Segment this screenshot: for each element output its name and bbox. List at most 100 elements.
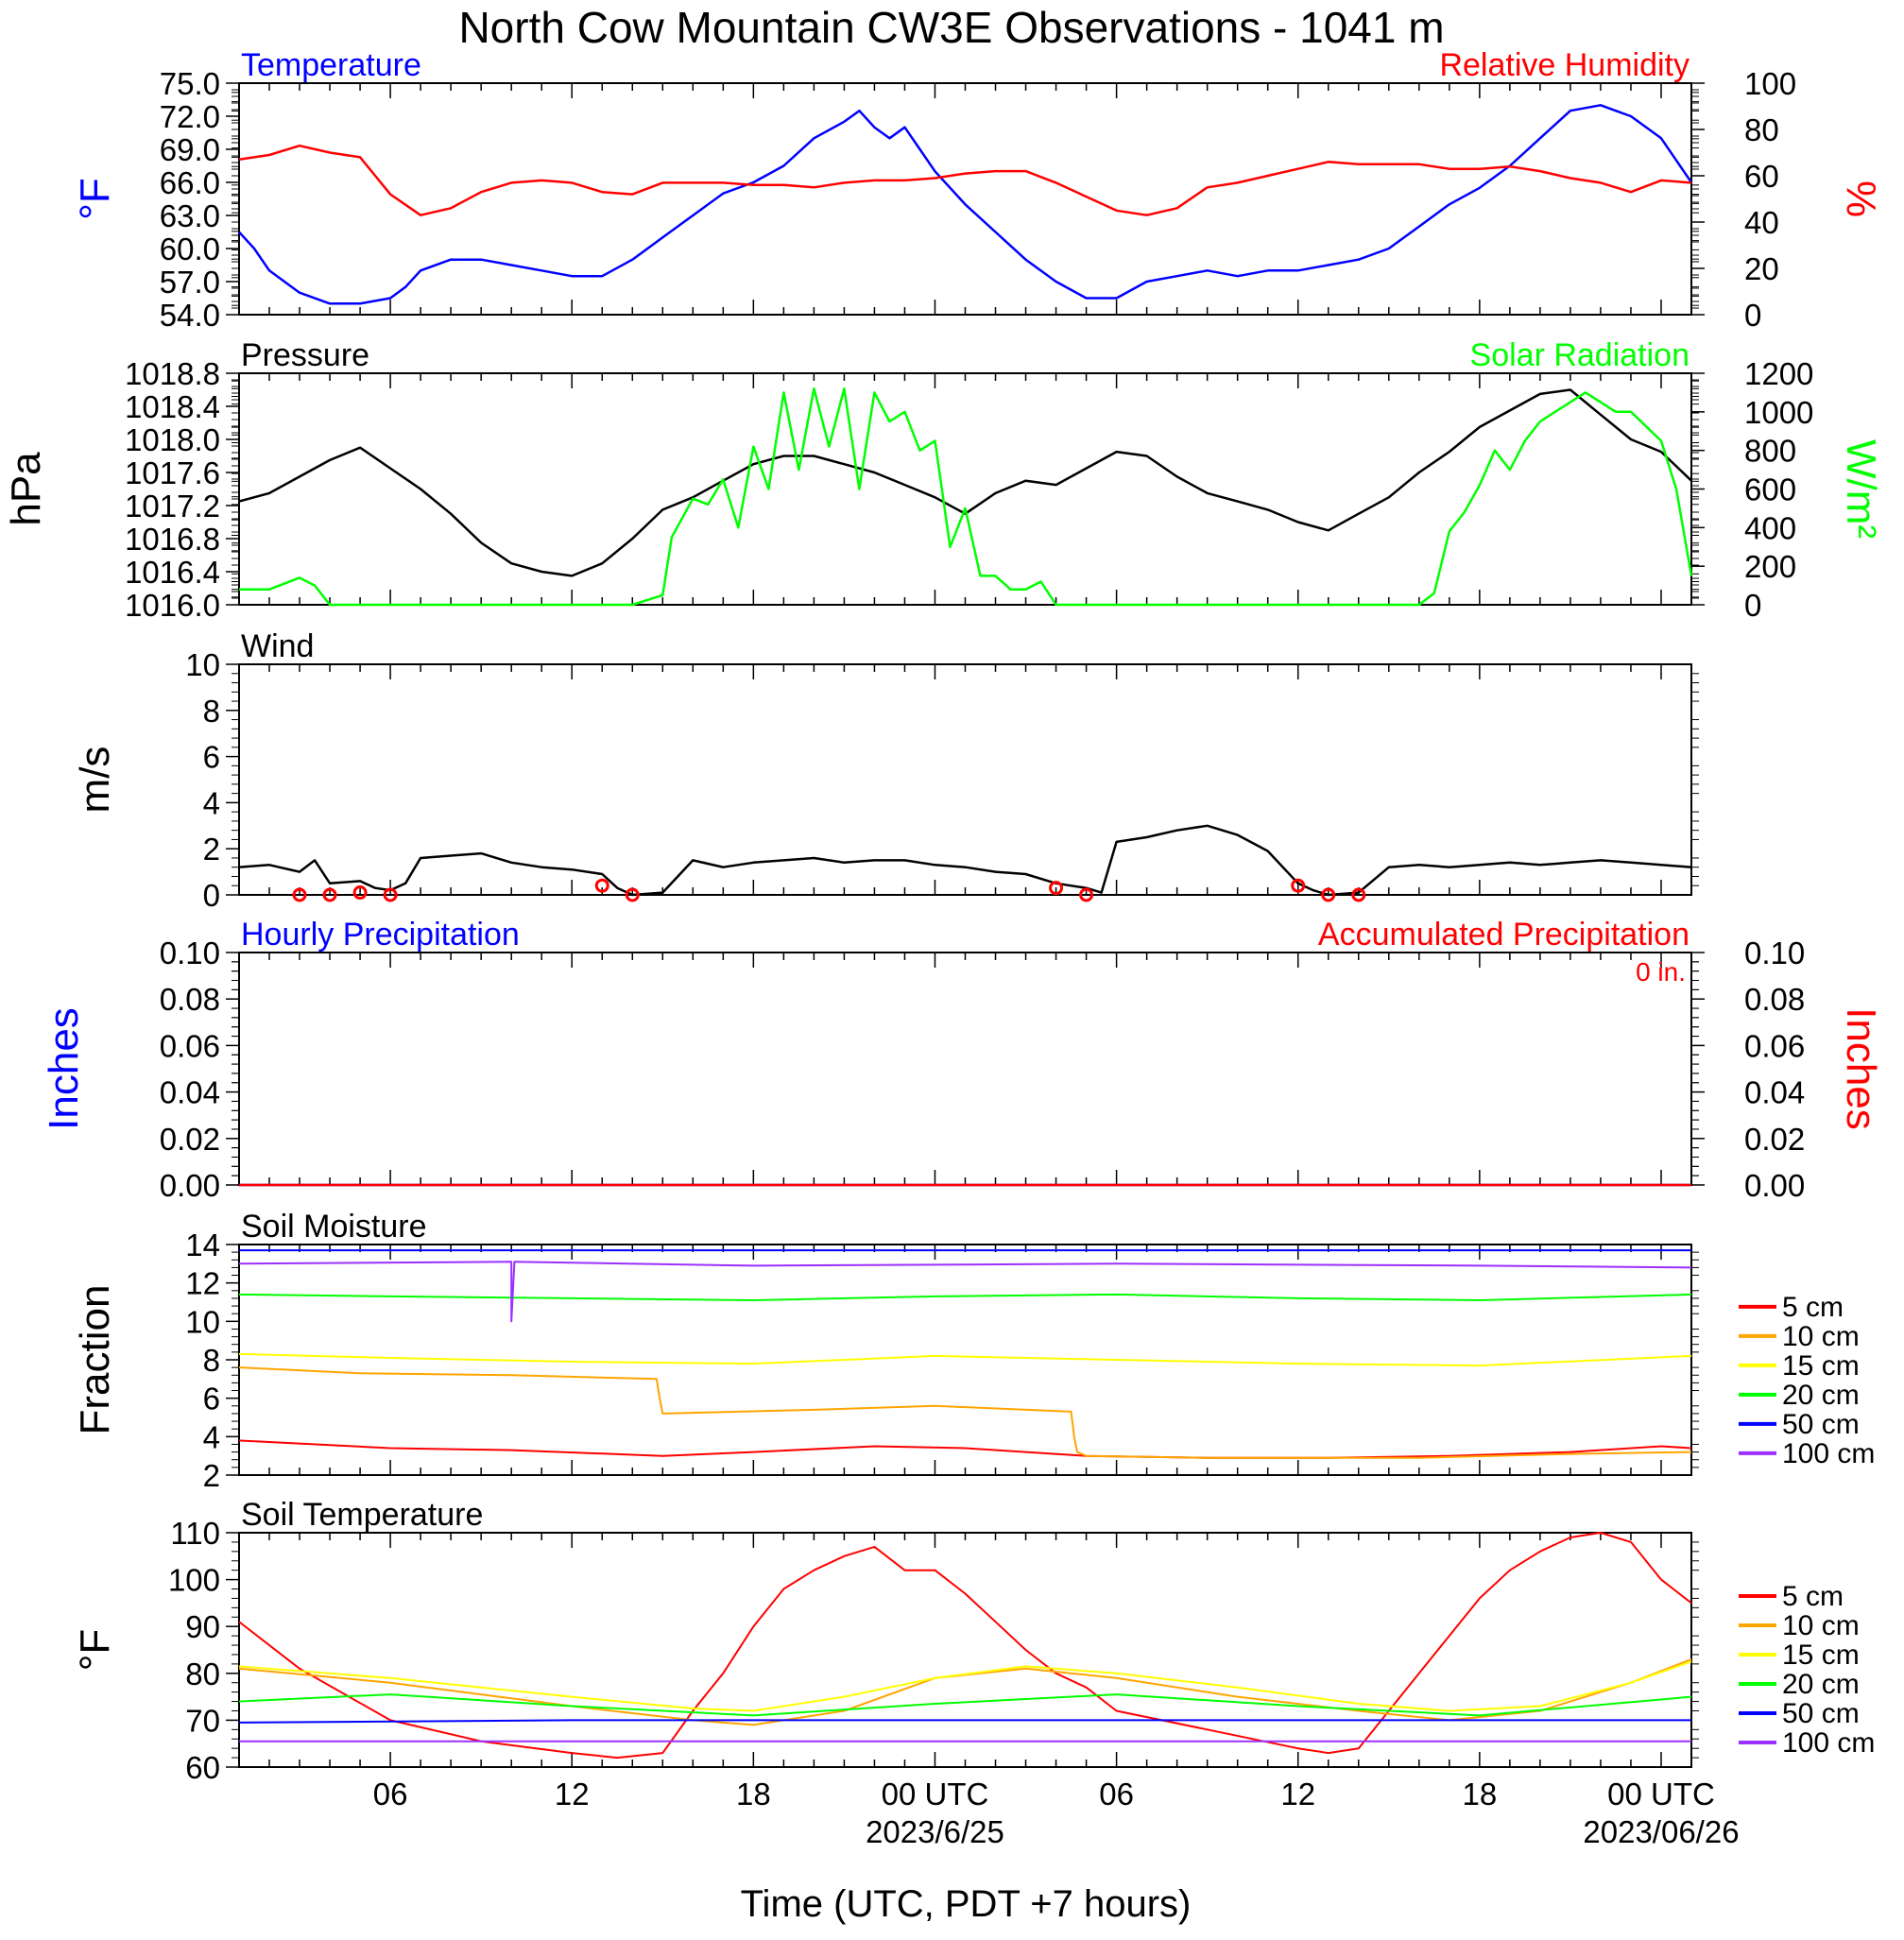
- series-line-10-cm: [238, 1657, 1692, 1726]
- legend-entry: 5 cm: [1782, 1581, 1844, 1612]
- series-line-0: [238, 824, 1692, 897]
- y-tick-label: 0.02: [160, 1122, 220, 1157]
- y-axis-label-right: Inches: [1838, 1007, 1884, 1130]
- y-tick-label: 1018.8: [125, 356, 220, 391]
- legend-entry: 10 cm: [1782, 1321, 1860, 1352]
- y-tick-label: 6: [203, 740, 220, 775]
- series-line-0: [238, 388, 1692, 577]
- y-tick-label: 57.0: [160, 265, 220, 300]
- y-tick-label: 8: [203, 694, 220, 729]
- y-tick-label: 72.0: [160, 99, 220, 134]
- series-line-1: [238, 144, 1692, 216]
- panel-2: 0 2 4 6 8 10 Wind m/s: [72, 628, 1699, 913]
- x-tick-label: 06: [1099, 1777, 1134, 1811]
- y-tick-label: 12: [185, 1266, 220, 1301]
- y-tick-label: 1018.4: [125, 389, 220, 424]
- y-tick-label: 60: [185, 1750, 220, 1785]
- y-tick-label: 1016.8: [125, 522, 220, 557]
- calm-wind-marker: [352, 885, 368, 901]
- calm-wind-marker: [1291, 878, 1306, 893]
- y-tick-label: 100: [1744, 66, 1796, 101]
- calm-wind-marker: [625, 887, 640, 902]
- legend-entry: 50 cm: [1782, 1698, 1860, 1729]
- y-axis-label-left: hPa: [3, 452, 49, 526]
- y-tick-label: 0: [1744, 588, 1761, 623]
- calm-wind-marker: [1351, 887, 1366, 902]
- panel-frame: [238, 372, 1692, 606]
- y-tick-label: 100: [168, 1563, 220, 1598]
- y-tick-label: 0.06: [1744, 1028, 1805, 1063]
- series-line-10-cm: [238, 1366, 1692, 1459]
- y-tick-label: 1018.0: [125, 422, 220, 457]
- panel-3: 0.00 0.02 0.04 0.06 0.08 0.10 0.00 0.02 0.04 0.06…: [41, 917, 1884, 1203]
- y-tick-label: 40: [1744, 205, 1779, 240]
- y-axis-label-left: °F: [72, 1629, 118, 1671]
- series-line-100-cm: [238, 1261, 1692, 1323]
- y-tick-label: 1000: [1744, 395, 1813, 430]
- y-axis-label-right: %: [1838, 180, 1884, 217]
- x-tick-label: 00 UTC: [882, 1777, 989, 1811]
- series-line-15-cm: [238, 1660, 1692, 1712]
- y-tick-label: 20: [1744, 251, 1779, 286]
- panel-right-title: Accumulated Precipitation: [1318, 917, 1690, 953]
- y-tick-label: 1016.4: [125, 555, 220, 590]
- legend-entry: 5 cm: [1782, 1292, 1844, 1323]
- y-tick-label: 60: [1744, 159, 1779, 194]
- y-tick-label: 10: [185, 1304, 220, 1339]
- x-axis-label: Time (UTC, PDT +7 hours): [741, 1883, 1192, 1925]
- y-tick-label: 75.0: [160, 66, 220, 101]
- y-tick-label: 90: [185, 1609, 220, 1644]
- y-tick-label: 1016.0: [125, 588, 220, 623]
- y-tick-label: 4: [203, 785, 220, 820]
- y-tick-label: 1017.6: [125, 455, 220, 490]
- y-tick-label: 2: [203, 832, 220, 867]
- y-tick-label: 63.0: [160, 198, 220, 233]
- panel-0: 54.057.060.063.066.069.072.075.0 0 20 40 60 8…: [72, 47, 1884, 333]
- y-tick-label: 0.00: [160, 1168, 220, 1203]
- y-tick-label: 0: [1744, 298, 1761, 333]
- legend-entry: 10 cm: [1782, 1610, 1860, 1641]
- series-line-15-cm: [238, 1352, 1692, 1367]
- series-line-20-cm: [238, 1693, 1692, 1717]
- panel-left-title: Soil Temperature: [241, 1497, 483, 1533]
- y-tick-label: 60.0: [160, 232, 220, 266]
- y-tick-label: 600: [1744, 472, 1796, 507]
- calm-wind-marker: [383, 887, 398, 902]
- calm-wind-marker: [322, 887, 337, 902]
- x-tick-label: 12: [555, 1777, 590, 1811]
- panel-left-title: Temperature: [241, 47, 421, 83]
- panel-right-title: Relative Humidity: [1439, 47, 1690, 83]
- y-tick-label: 54.0: [160, 298, 220, 333]
- y-tick-label: 0.08: [160, 982, 220, 1017]
- y-axis-label-right: W/m²: [1838, 439, 1884, 539]
- y-tick-label: 800: [1744, 434, 1796, 469]
- y-tick-label: 0.02: [1744, 1122, 1805, 1157]
- series-line-5-cm: [238, 1439, 1692, 1459]
- y-tick-label: 14: [185, 1228, 220, 1262]
- panel-left-title: Soil Moisture: [241, 1209, 427, 1245]
- x-date-label: 2023/06/26: [1583, 1814, 1739, 1849]
- calm-wind-marker: [594, 878, 609, 893]
- series-line-50-cm: [238, 1719, 1691, 1724]
- x-tick-label: 06: [373, 1777, 408, 1811]
- panel-frame: [238, 1532, 1692, 1768]
- y-tick-label: 0: [203, 878, 220, 913]
- legend-entry: 100 cm: [1782, 1727, 1875, 1759]
- y-axis-label-left: Fraction: [72, 1285, 118, 1435]
- y-tick-label: 6: [203, 1382, 220, 1416]
- x-tick-label: 18: [736, 1777, 771, 1811]
- y-tick-label: 0.00: [1744, 1168, 1805, 1203]
- y-tick-label: 0.06: [160, 1028, 220, 1063]
- y-tick-label: 80: [1744, 112, 1779, 147]
- legend-entry: 15 cm: [1782, 1640, 1860, 1671]
- y-tick-label: 400: [1744, 510, 1796, 545]
- y-tick-label: 1017.2: [125, 489, 220, 524]
- x-tick-label: 18: [1462, 1777, 1497, 1811]
- panel-right-title: Solar Radiation: [1470, 337, 1690, 373]
- y-axis-label-left: m/s: [72, 747, 118, 814]
- series-line-1: [239, 387, 1693, 607]
- y-tick-label: 80: [185, 1657, 220, 1691]
- y-axis-label-left: °F: [72, 178, 118, 219]
